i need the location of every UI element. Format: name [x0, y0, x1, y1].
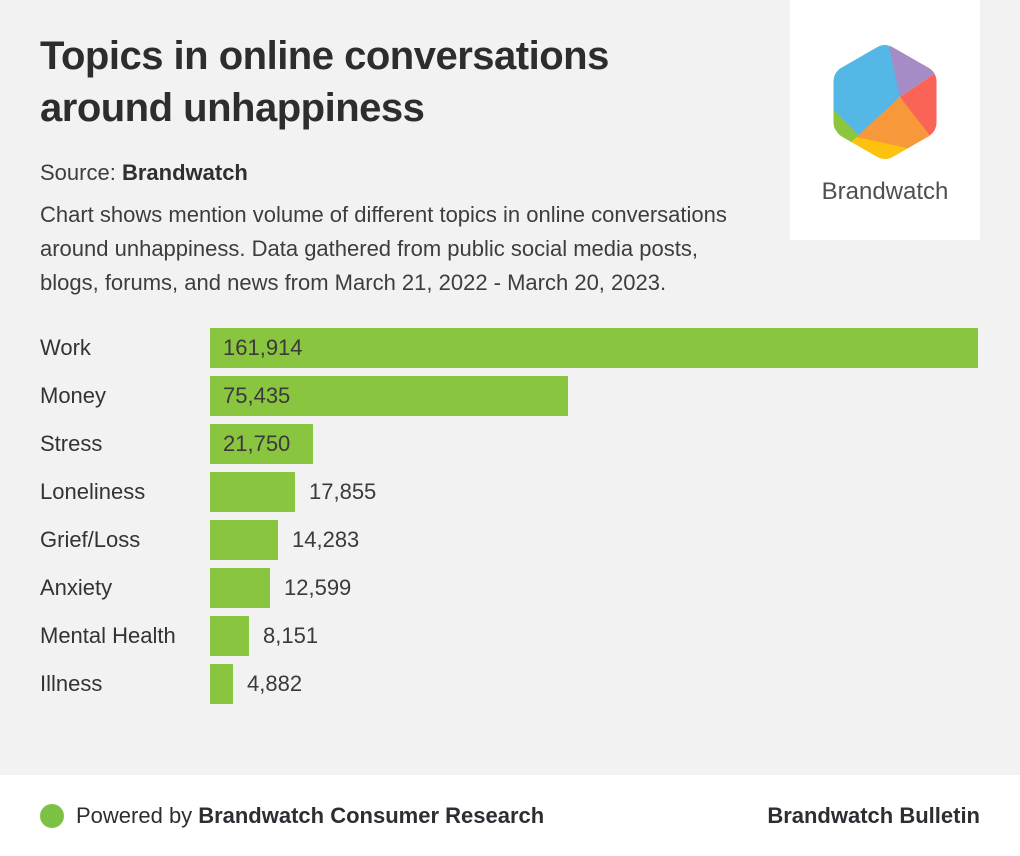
category-label: Loneliness [40, 479, 146, 504]
bar-area: 12,599 [210, 568, 351, 608]
source-prefix: Source: [40, 160, 116, 185]
chart-row: Grief/Loss 14,283 [40, 516, 980, 564]
source-line: Source: Brandwatch [40, 160, 980, 186]
powered-by-prefix: Powered by [76, 802, 193, 828]
bar-area: 75,435 [210, 376, 568, 416]
category-label: Money [40, 383, 107, 408]
bar-area: 21,750 [210, 424, 313, 464]
value-bar: 75,435 [210, 376, 568, 416]
main-content: Topics in online conversations around un… [0, 30, 1020, 708]
chart-description: Chart shows mention volume of different … [40, 202, 727, 295]
category-label: Stress [40, 431, 103, 456]
value-bar [210, 664, 233, 704]
bar-area: 8,151 [210, 616, 318, 656]
value-bar [210, 568, 270, 608]
value-bar: 161,914 [210, 328, 978, 368]
chart-row: Anxiety 12,599 [40, 564, 980, 612]
chart-row: Mental Health 8,151 [40, 612, 980, 660]
value-bar [210, 616, 249, 656]
chart-row: Stress 21,750 [40, 420, 980, 468]
bar-chart: Work 161,914 Money 75,435 Stress 21,750 Loneli… [40, 324, 980, 708]
chart-row: Loneliness 17,855 [40, 468, 980, 516]
category-label: Grief/Loss [40, 527, 141, 552]
value-bar [210, 472, 295, 512]
footer-bar: Powered by Brandwatch Consumer Research … [0, 775, 1020, 856]
value-bar: 21,750 [210, 424, 313, 464]
value-label: 4,882 [247, 671, 303, 696]
value-label: 75,435 [223, 383, 291, 408]
bar-area: 14,283 [210, 520, 359, 560]
brandwatch-hexagon-icon [833, 44, 937, 160]
value-label: 8,151 [263, 623, 319, 648]
powered-by: Powered by Brandwatch Consumer Research [40, 803, 544, 829]
brandwatch-logo-card: Brandwatch [790, 0, 980, 240]
chart-row: Money 75,435 [40, 372, 980, 420]
chart-row: Illness 4,882 [40, 660, 980, 708]
category-label: Anxiety [40, 575, 113, 600]
category-label: Mental Health [40, 623, 176, 648]
category-label: Illness [40, 671, 103, 696]
value-label: 14,283 [292, 527, 360, 552]
bar-area: 17,855 [210, 472, 376, 512]
footer-right-text: Brandwatch Bulletin [767, 802, 980, 828]
brandwatch-wordmark: Brandwatch [821, 178, 949, 205]
value-label: 12,599 [284, 575, 352, 600]
bar-area: 4,882 [210, 664, 302, 704]
page-title: Topics in online conversations around un… [40, 34, 609, 130]
value-label: 161,914 [223, 335, 303, 360]
green-dot-icon [40, 803, 64, 828]
value-label: 17,855 [309, 479, 377, 504]
powered-by-name: Brandwatch Consumer Research [198, 802, 545, 828]
source-name: Brandwatch [121, 160, 248, 185]
bar-area: 161,914 [210, 328, 978, 368]
value-bar [210, 520, 278, 560]
chart-row: Work 161,914 [40, 324, 980, 372]
category-label: Work [40, 335, 91, 360]
value-label: 21,750 [223, 431, 291, 456]
